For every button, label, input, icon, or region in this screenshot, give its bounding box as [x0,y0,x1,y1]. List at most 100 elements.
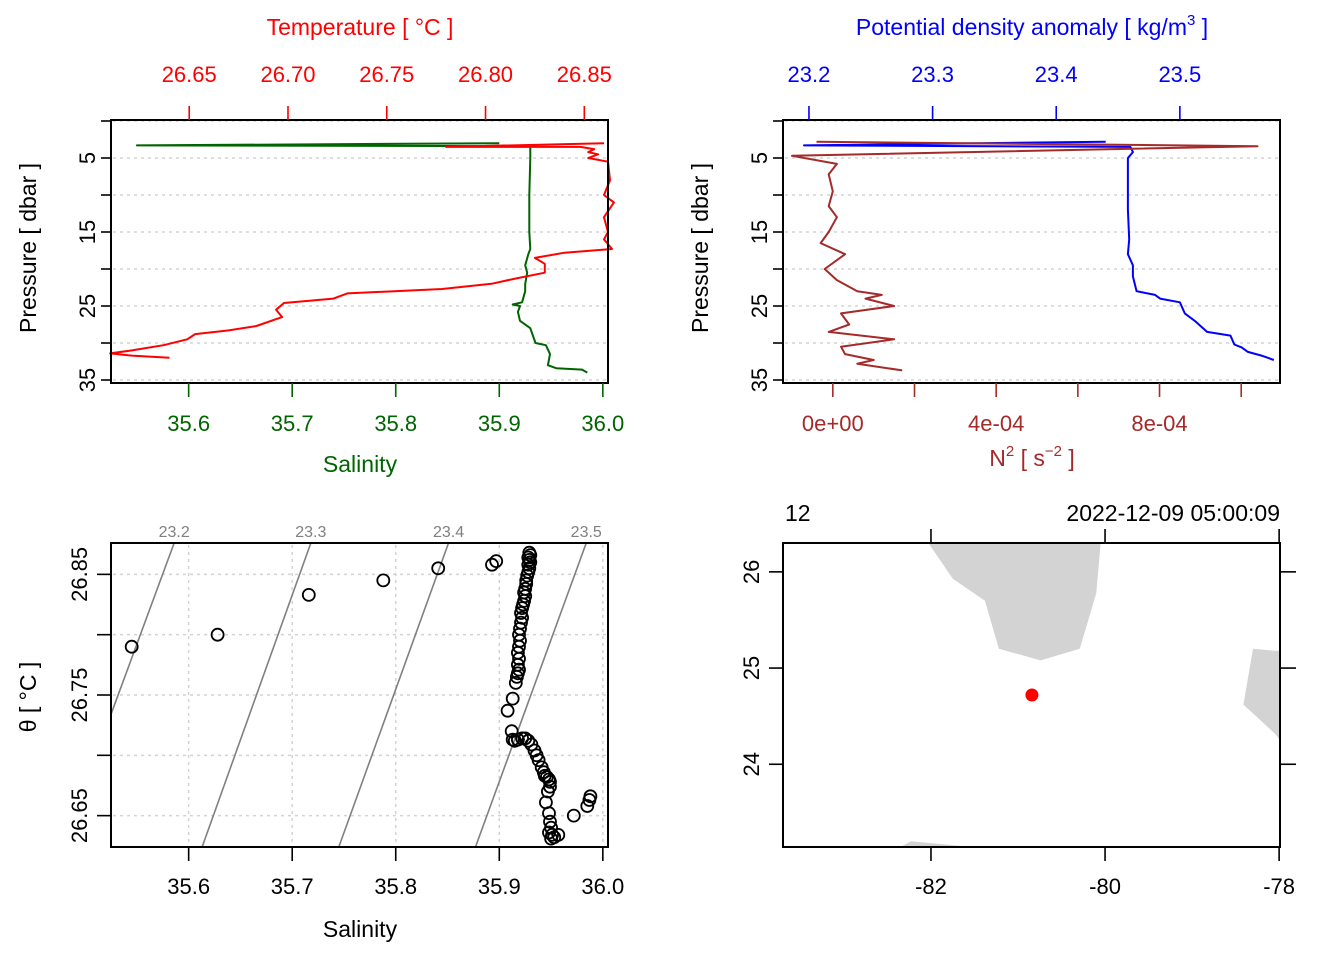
ts-point [512,651,526,666]
ts-point [543,775,557,789]
ts-point [580,799,595,813]
p1-grid [113,120,606,381]
ts-point [583,789,598,804]
lat-tick-label: 25 [739,656,764,680]
ts-point [485,557,499,572]
y-tick-label: 35 [75,368,100,392]
x-tick-label: 35.8 [374,874,417,899]
map-land [900,543,1280,847]
p2-bottom-title-sup2: −2 [1045,443,1062,460]
x-top-tick-label: 26.75 [359,62,414,87]
lon-tick-label: -80 [1089,874,1121,899]
panel-map: -82 -80 -78 24 25 26 12 2022-12-09 05:00:09 [739,500,1296,899]
ts-point [431,561,446,576]
x-bottom-tick-label: 35.7 [271,411,314,436]
lon-tick-label: -78 [1263,874,1295,899]
x-bottom-tick-label: 35.6 [167,411,210,436]
x-top-tick-label: 23.2 [788,62,831,87]
series-line-temperature [109,142,615,359]
lon-tick-label: -82 [915,874,947,899]
p3-points [124,545,598,846]
y-tick-label: 26.75 [67,667,92,722]
ts-point [523,548,538,562]
x-bottom-tick-label: 8e-04 [1131,411,1187,436]
p2-bottom-title-mid: [ s [1014,445,1045,471]
isopycnal-label: 23.4 [433,524,464,541]
series-line-n2 [791,140,1259,372]
station-marker [1025,688,1039,702]
ts-point [508,676,523,690]
p3-isopycnals: 23.2 23.3 23.4 23.5 [110,524,602,848]
x-top-tick-label: 23.4 [1035,62,1078,87]
ts-point [210,627,225,642]
p2-bottom-title-main: N [989,445,1006,471]
p3-y-axis: 26.65 26.75 26.85 [67,547,111,843]
ts-point [489,554,504,568]
x-bottom-tick-label: 35.9 [478,411,521,436]
x-bottom-tick-label: 0e+00 [802,411,864,436]
ts-point [505,691,520,706]
x-top-tick-label: 23.5 [1158,62,1201,87]
p3-x-axis-title: Salinity [323,916,398,942]
isopycnal-line [110,542,175,715]
x-bottom-tick-label: 35.8 [374,411,417,436]
p2-y-axis: 5 15 25 35 [747,120,783,392]
series-line-potential-density-anomaly [803,140,1275,361]
p2-n2-axis: 0e+00 4e-04 8e-04 [802,383,1243,436]
x-tick-label: 35.6 [167,874,210,899]
series-line-salinity [135,142,588,374]
x-top-tick-label: 26.70 [260,62,315,87]
p1-top-axis-title: Temperature [ °C ] [267,14,454,40]
map-station-number: 12 [785,500,811,526]
isopycnal-line [474,542,588,848]
y-tick-label: 25 [75,294,100,318]
ts-point [531,753,546,767]
p2-series [791,140,1275,372]
x-tick-label: 35.7 [271,874,314,899]
p2-top-axis-title: Potential density anomaly [ kg/m3 ] [856,12,1208,40]
p2-bottom-title-end: ] [1062,445,1075,471]
ts-point [543,814,557,829]
p4-frame [782,542,1281,848]
p1-y-axis-title: Pressure [ dbar ] [15,163,41,333]
x-top-tick-label: 26.80 [458,62,513,87]
panel-density-profile: 5 15 25 35 0e+00 4e-04 8e-04 23.2 23.3 23.4 23.5… [687,12,1281,471]
land-polygon [1243,648,1280,741]
p2-y-axis-title: Pressure [ dbar ] [687,163,713,333]
y-tick-label: 35 [747,368,772,392]
p1-bottom-axis-title: Salinity [323,451,398,477]
y-tick-label: 15 [75,220,100,244]
x-top-tick-label: 26.65 [162,62,217,87]
y-tick-label: 26.85 [67,547,92,602]
land-polygon [900,841,966,847]
x-tick-label: 35.9 [478,874,521,899]
p1-temperature-axis: 26.65 26.70 26.75 26.80 26.85 [162,62,612,120]
ts-point [520,568,535,583]
ts-point [521,733,536,748]
ts-point [551,828,566,842]
ts-point [124,639,139,654]
ts-point [523,555,538,570]
p1-salinity-axis: 35.6 35.7 35.8 35.9 36.0 [167,383,624,436]
ts-point [515,601,529,615]
lat-tick-label: 24 [739,752,764,776]
y-tick-label: 5 [75,152,100,164]
map-station [1025,688,1039,702]
ts-point [301,588,316,602]
y-tick-label: 5 [747,152,772,164]
ts-point [566,808,581,823]
p2-bottom-title-sup1: 2 [1006,443,1014,460]
x-bottom-tick-label: 36.0 [581,411,624,436]
p2-grid [785,120,1278,381]
p1-y-axis: 5 15 25 35 [75,120,111,392]
p3-grid [113,545,606,845]
x-bottom-tick-label: 4e-04 [968,411,1024,436]
p1-series [109,142,615,374]
ts-point [542,806,556,821]
isopycnal-label: 23.5 [571,524,602,541]
y-tick-label: 26.65 [67,788,92,843]
x-top-tick-label: 26.85 [557,62,612,87]
land-polygon [928,543,1101,661]
